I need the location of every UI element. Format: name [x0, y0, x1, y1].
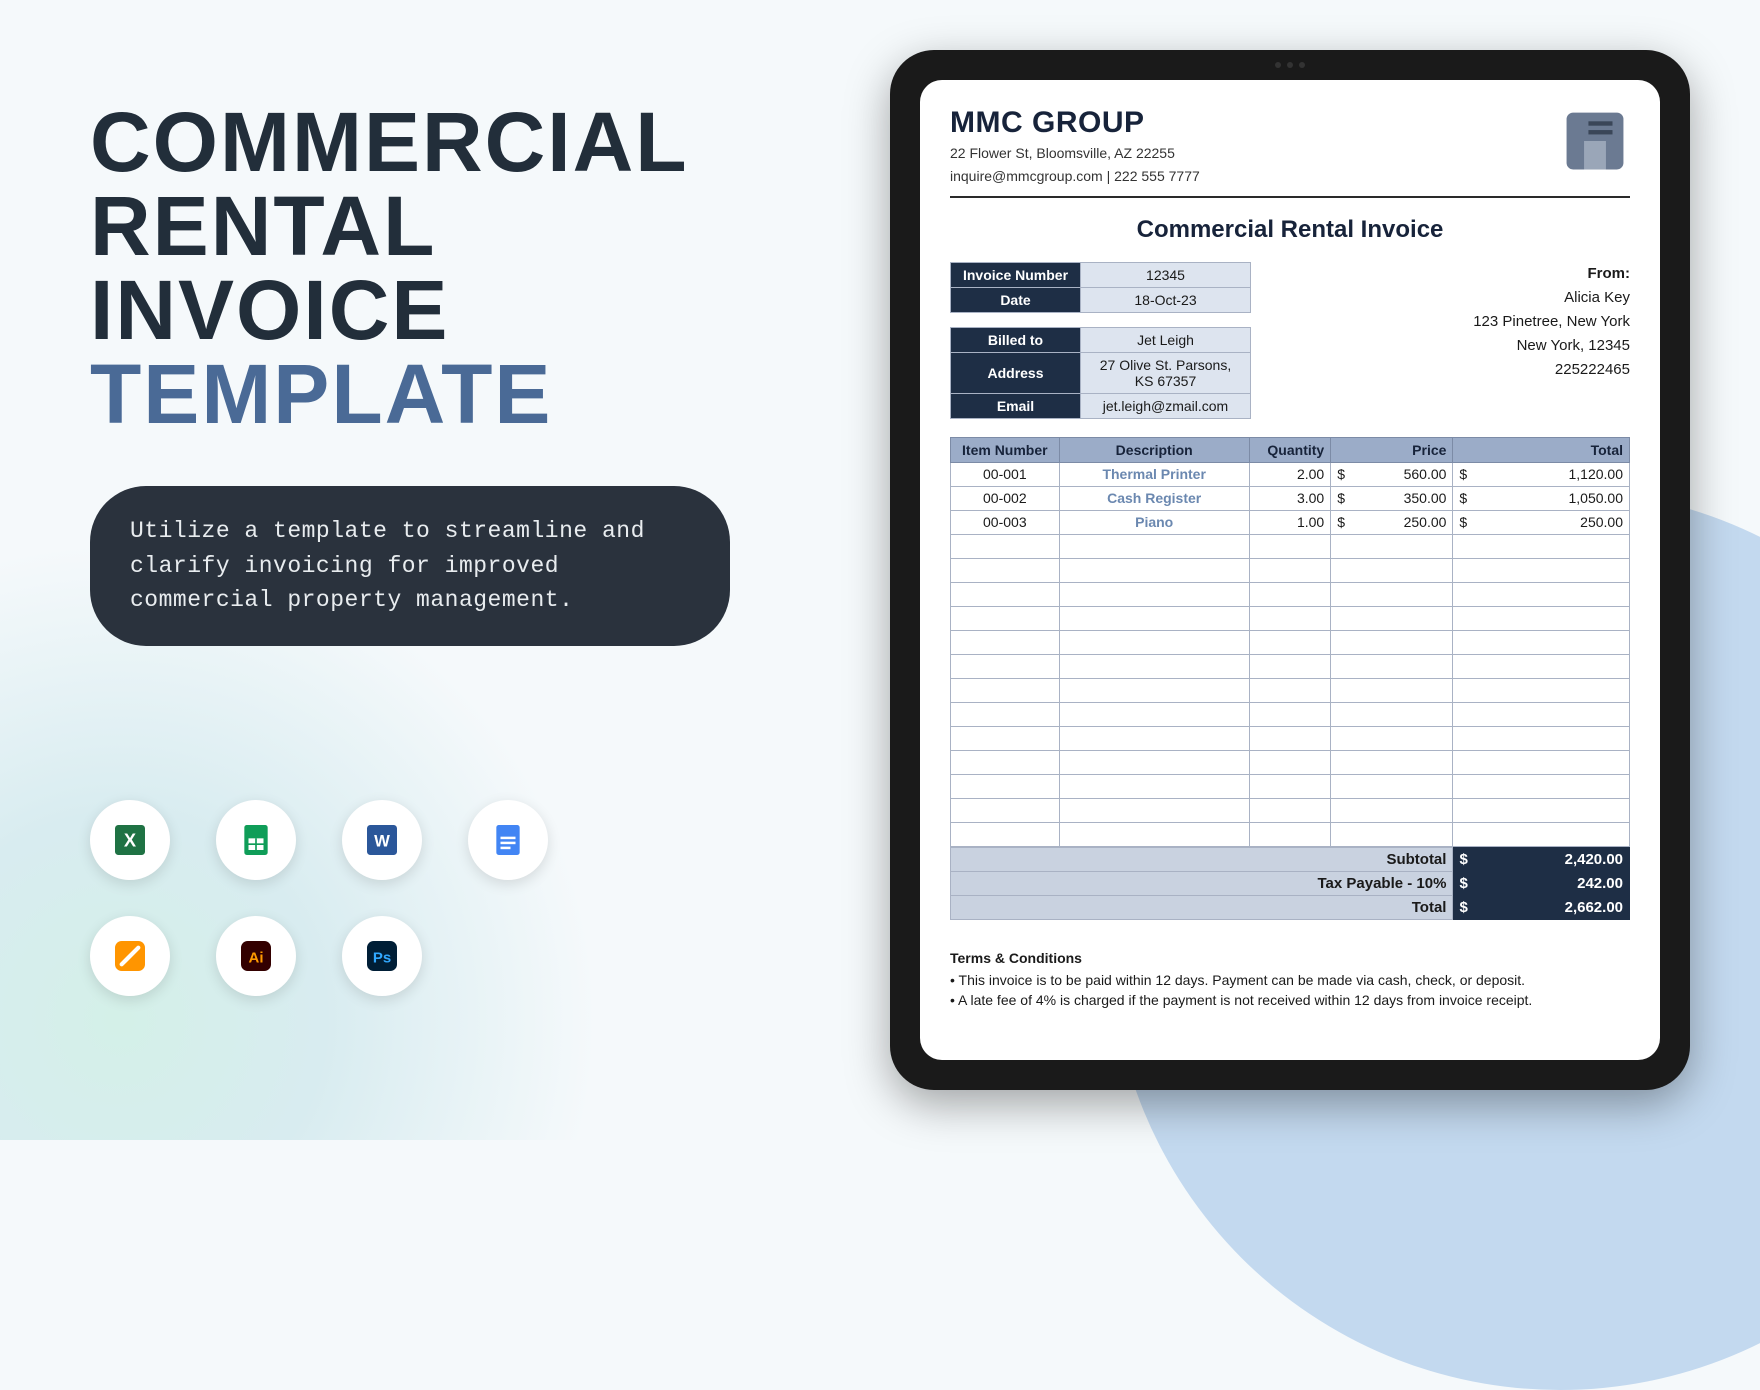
line-item-row: 00-003Piano1.00$250.00$250.00 — [951, 510, 1630, 534]
date-value: 18-Oct-23 — [1081, 287, 1251, 312]
cell-qty: 3.00 — [1249, 486, 1330, 510]
title-line-1: COMMERCIAL — [90, 100, 770, 184]
cell-total: $1,050.00 — [1453, 486, 1630, 510]
format-sheets-icon[interactable] — [216, 800, 296, 880]
line-item-row: 00-002Cash Register3.00$350.00$1,050.00 — [951, 486, 1630, 510]
tax-value: $242.00 — [1453, 871, 1630, 895]
svg-text:Ps: Ps — [373, 950, 391, 967]
from-addr2: New York, 12345 — [1473, 334, 1630, 358]
from-addr1: 123 Pinetree, New York — [1473, 310, 1630, 334]
format-illustrator-icon[interactable]: Ai — [216, 916, 296, 996]
line-item-row-empty — [951, 678, 1630, 702]
invoice-meta: Invoice Number 12345 Date 18-Oct-23 Bill… — [950, 262, 1630, 419]
terms-item: • A late fee of 4% is charged if the pay… — [950, 990, 1630, 1010]
total-value: $2,662.00 — [1453, 895, 1630, 919]
cell-desc: Thermal Printer — [1059, 462, 1249, 486]
invoice-title: Commercial Rental Invoice — [950, 216, 1630, 244]
line-item-row-empty — [951, 654, 1630, 678]
svg-text:Ai: Ai — [249, 950, 264, 967]
format-icons-grid: X W Ai Ps — [90, 800, 558, 996]
company-contact: inquire@mmcgroup.com | 222 555 7777 — [950, 167, 1200, 186]
terms-block: Terms & Conditions • This invoice is to … — [950, 950, 1630, 1011]
cell-desc: Piano — [1059, 510, 1249, 534]
blurb: Utilize a template to streamline and cla… — [90, 486, 730, 646]
invoice-number-label: Invoice Number — [951, 262, 1081, 287]
cell-item: 00-002 — [951, 486, 1060, 510]
cell-total: $250.00 — [1453, 510, 1630, 534]
totals-table: Subtotal $2,420.00 Tax Payable - 10% $24… — [950, 847, 1630, 920]
tablet-frame: MMC GROUP 22 Flower St, Bloomsville, AZ … — [890, 50, 1690, 1090]
col-item: Item Number — [951, 437, 1060, 462]
building-icon — [1560, 106, 1630, 176]
company-address: 22 Flower St, Bloomsville, AZ 22255 — [950, 144, 1200, 163]
line-item-row-empty — [951, 798, 1630, 822]
from-label: From: — [1473, 262, 1630, 286]
format-photoshop-icon[interactable]: Ps — [342, 916, 422, 996]
tax-label: Tax Payable - 10% — [951, 871, 1453, 895]
line-items-table: Item Number Description Quantity Price T… — [950, 437, 1630, 847]
col-desc: Description — [1059, 437, 1249, 462]
col-qty: Quantity — [1249, 437, 1330, 462]
line-item-row: 00-001Thermal Printer2.00$560.00$1,120.0… — [951, 462, 1630, 486]
meta-table-billed: Billed to Jet Leigh Address 27 Olive St.… — [950, 327, 1251, 419]
line-item-row-empty — [951, 726, 1630, 750]
cell-item: 00-003 — [951, 510, 1060, 534]
svg-text:X: X — [124, 830, 137, 851]
terms-item: • This invoice is to be paid within 12 d… — [950, 970, 1630, 990]
company-name: MMC GROUP — [950, 106, 1200, 140]
format-word-icon[interactable]: W — [342, 800, 422, 880]
title-line-4: TEMPLATE — [90, 352, 770, 436]
cell-qty: 1.00 — [1249, 510, 1330, 534]
cell-price: $350.00 — [1331, 486, 1453, 510]
format-pages-icon[interactable] — [90, 916, 170, 996]
line-item-row-empty — [951, 606, 1630, 630]
terms-heading: Terms & Conditions — [950, 950, 1630, 966]
date-label: Date — [951, 287, 1081, 312]
cell-total: $1,120.00 — [1453, 462, 1630, 486]
tablet-notch — [1250, 62, 1330, 70]
address-value: 27 Olive St. Parsons, KS 67357 — [1081, 352, 1251, 393]
promo-title-block: COMMERCIAL RENTAL INVOICE TEMPLATE Utili… — [90, 100, 770, 646]
line-item-row-empty — [951, 630, 1630, 654]
svg-text:W: W — [374, 832, 390, 851]
title-line-3: INVOICE — [90, 268, 770, 352]
subtotal-value: $2,420.00 — [1453, 847, 1630, 871]
cell-price: $560.00 — [1331, 462, 1453, 486]
line-item-row-empty — [951, 582, 1630, 606]
line-item-row-empty — [951, 774, 1630, 798]
from-name: Alicia Key — [1473, 286, 1630, 310]
total-label: Total — [951, 895, 1453, 919]
invoice-header: MMC GROUP 22 Flower St, Bloomsville, AZ … — [950, 106, 1630, 198]
line-item-row-empty — [951, 558, 1630, 582]
from-block: From: Alicia Key 123 Pinetree, New York … — [1473, 262, 1630, 382]
invoice-document: MMC GROUP 22 Flower St, Bloomsville, AZ … — [920, 80, 1660, 1060]
cell-price: $250.00 — [1331, 510, 1453, 534]
format-excel-icon[interactable]: X — [90, 800, 170, 880]
line-item-row-empty — [951, 822, 1630, 846]
meta-table-top: Invoice Number 12345 Date 18-Oct-23 — [950, 262, 1251, 313]
line-item-row-empty — [951, 750, 1630, 774]
cell-item: 00-001 — [951, 462, 1060, 486]
col-total: Total — [1453, 437, 1630, 462]
col-price: Price — [1331, 437, 1453, 462]
cell-qty: 2.00 — [1249, 462, 1330, 486]
format-docs-icon[interactable] — [468, 800, 548, 880]
billed-to-value: Jet Leigh — [1081, 327, 1251, 352]
address-label: Address — [951, 352, 1081, 393]
from-phone: 225222465 — [1473, 358, 1630, 382]
invoice-number-value: 12345 — [1081, 262, 1251, 287]
billed-to-label: Billed to — [951, 327, 1081, 352]
cell-desc: Cash Register — [1059, 486, 1249, 510]
email-label: Email — [951, 393, 1081, 418]
line-item-row-empty — [951, 702, 1630, 726]
line-item-row-empty — [951, 534, 1630, 558]
title-line-2: RENTAL — [90, 184, 770, 268]
email-value: jet.leigh@zmail.com — [1081, 393, 1251, 418]
subtotal-label: Subtotal — [951, 847, 1453, 871]
